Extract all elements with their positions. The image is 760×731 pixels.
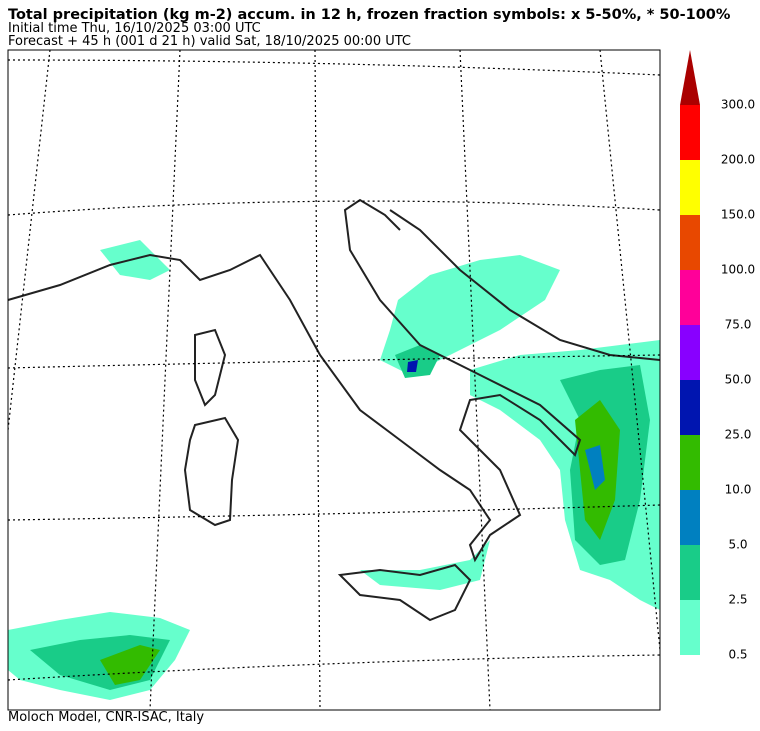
colorbar-segment: [680, 545, 700, 600]
colorbar: 0.5 2.5 5.0 10.0 25.0 50.0 75.0 100.0 150.0 200.0…: [680, 50, 755, 662]
title: Total precipitation (kg m-2) accum. in 1…: [8, 7, 731, 23]
colorbar-segment: [680, 380, 700, 435]
colorbar-segment: [680, 105, 700, 160]
colorbar-segment: [680, 435, 700, 490]
colorbar-label: 2.5: [728, 593, 747, 607]
colorbar-label: 25.0: [725, 428, 752, 442]
coastlines: [7, 198, 661, 622]
colorbar-segment: [680, 325, 700, 380]
colorbar-label: 75.0: [725, 318, 752, 332]
colorbar-label: 0.5: [728, 648, 747, 662]
colorbar-label: 5.0: [728, 538, 747, 552]
initial-time: Initial time Thu, 16/10/2025 03:00 UTC: [8, 21, 261, 36]
colorbar-extend: [680, 50, 700, 105]
colorbar-segment: [680, 490, 700, 545]
colorbar-label: 300.0: [721, 98, 755, 112]
map-frame: [7, 49, 661, 711]
graticule: [7, 49, 661, 711]
colorbar-label: 100.0: [721, 263, 755, 277]
colorbar-label: 150.0: [721, 208, 755, 222]
colorbar-segment: [680, 600, 700, 655]
colorbar-segment: [680, 160, 700, 215]
footer: Moloch Model, CNR-ISAC, Italy: [8, 710, 205, 725]
colorbar-label: 200.0: [721, 153, 755, 167]
colorbar-segment: [680, 270, 700, 325]
forecast-time: Forecast + 45 h (001 d 21 h) valid Sat, …: [8, 34, 412, 49]
colorbar-label: 50.0: [725, 373, 752, 387]
precipitation: [8, 240, 660, 700]
colorbar-segment: [680, 215, 700, 270]
colorbar-label: 10.0: [725, 483, 752, 497]
